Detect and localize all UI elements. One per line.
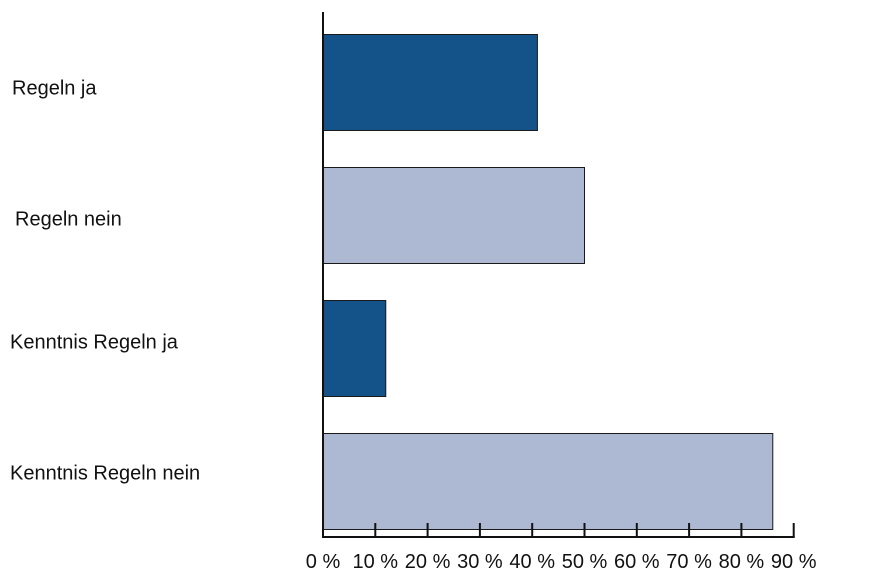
bar-regeln-nein (322, 167, 585, 264)
bar-regeln-ja (322, 34, 538, 131)
x-tick-label-20: 20 % (405, 551, 451, 573)
x-tick-label-30: 30 % (457, 551, 503, 573)
bar-kenntnis-regeln-ja (322, 300, 387, 397)
category-label-kenntnis-regeln-nein: Kenntnis Regeln nein (10, 463, 200, 485)
x-tick-label-50: 50 % (562, 551, 608, 573)
x-tick-label-90: 90 % (771, 551, 817, 573)
x-tick-label-60: 60 % (614, 551, 660, 573)
x-tick-label-80: 80 % (719, 551, 765, 573)
bars-layer (322, 34, 774, 530)
x-tick-label-40: 40 % (509, 551, 555, 573)
bar-kenntnis-regeln-nein (322, 433, 774, 530)
category-label-regeln-nein: Regeln nein (15, 209, 122, 231)
x-axis-ticks: 0 % 10 % 20 % 30 % 40 % 50 % 60 % 70 % 80 % 90 % (306, 523, 817, 573)
x-tick-label-10: 10 % (353, 551, 399, 573)
category-label-kenntnis-regeln-ja: Kenntnis Regeln ja (10, 332, 179, 354)
axes (322, 12, 795, 538)
category-label-regeln-ja: Regeln ja (12, 78, 97, 100)
x-tick-label-70: 70 % (666, 551, 712, 573)
category-labels: Regeln ja Regeln nein Kenntnis Regeln ja Ke… (10, 78, 200, 485)
x-tick-label-0: 0 % (306, 551, 341, 573)
